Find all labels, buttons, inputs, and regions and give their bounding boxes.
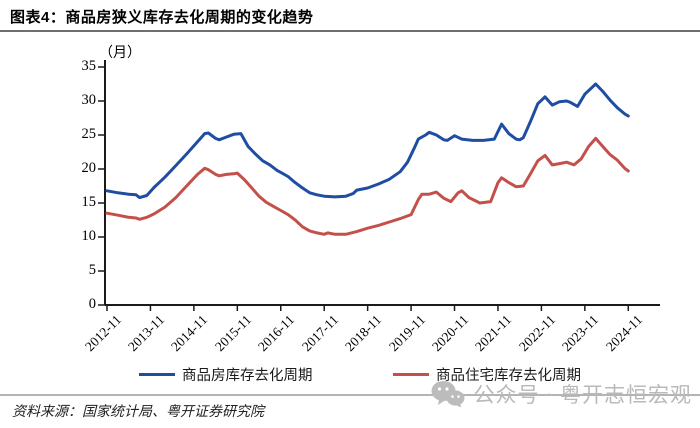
x-tick-label: 2018-11 (342, 312, 385, 355)
watermark: 公众号 · 粤开志恒宏观 (431, 379, 693, 409)
y-tick-label: 20 (81, 160, 97, 176)
x-tick-label: 2014-11 (168, 312, 211, 355)
legend-label: 商品房库存去化周期 (182, 367, 313, 384)
x-tick-label: 2015-11 (211, 312, 254, 355)
y-tick-label: 10 (81, 228, 97, 244)
y-tick-label: 5 (88, 262, 96, 278)
legend-item-commercial-housing: 商品房库存去化周期 (139, 365, 313, 384)
y-axis-unit-label: （月） (99, 46, 141, 61)
legend-line-marker-red (393, 372, 429, 376)
y-tick-label: 15 (81, 194, 97, 210)
x-tick-label: 2022-11 (515, 312, 559, 355)
legend-line-marker-blue (139, 372, 175, 376)
legend-item-residential-housing: 商品住宅库存去化周期 (393, 365, 581, 384)
x-tick-label: 2019-11 (385, 312, 428, 355)
x-tick-label: 2013-11 (124, 312, 168, 355)
y-tick-label: 35 (81, 58, 97, 74)
x-tick-label: 2016-11 (255, 312, 298, 355)
y-tick-label: 30 (81, 92, 97, 108)
x-tick-label: 2017-11 (298, 312, 341, 355)
x-tick-label: 2021-11 (472, 312, 515, 355)
y-tick-label: 0 (88, 296, 96, 312)
source-note: 资料来源：国家统计局、粤开证券研究院 (12, 405, 264, 420)
legend-label: 商品住宅库存去化周期 (436, 367, 581, 384)
y-tick-label: 25 (81, 126, 97, 142)
title-divider (0, 30, 700, 32)
legend: 商品房库存去化周期 商品住宅库存去化周期 (0, 365, 700, 384)
wechat-icon (431, 381, 464, 408)
x-tick-label: 2020-11 (429, 312, 472, 355)
x-tick-label: 2023-11 (559, 312, 602, 355)
chart-title: 图表4：商品房狭义库存去化周期的变化趋势 (10, 9, 314, 26)
x-tick-label: 2024-11 (602, 312, 645, 355)
footer-divider (0, 394, 700, 396)
x-tick-label: 2012-11 (81, 312, 124, 355)
watermark-text: 公众号 · 粤开志恒宏观 (473, 383, 692, 407)
